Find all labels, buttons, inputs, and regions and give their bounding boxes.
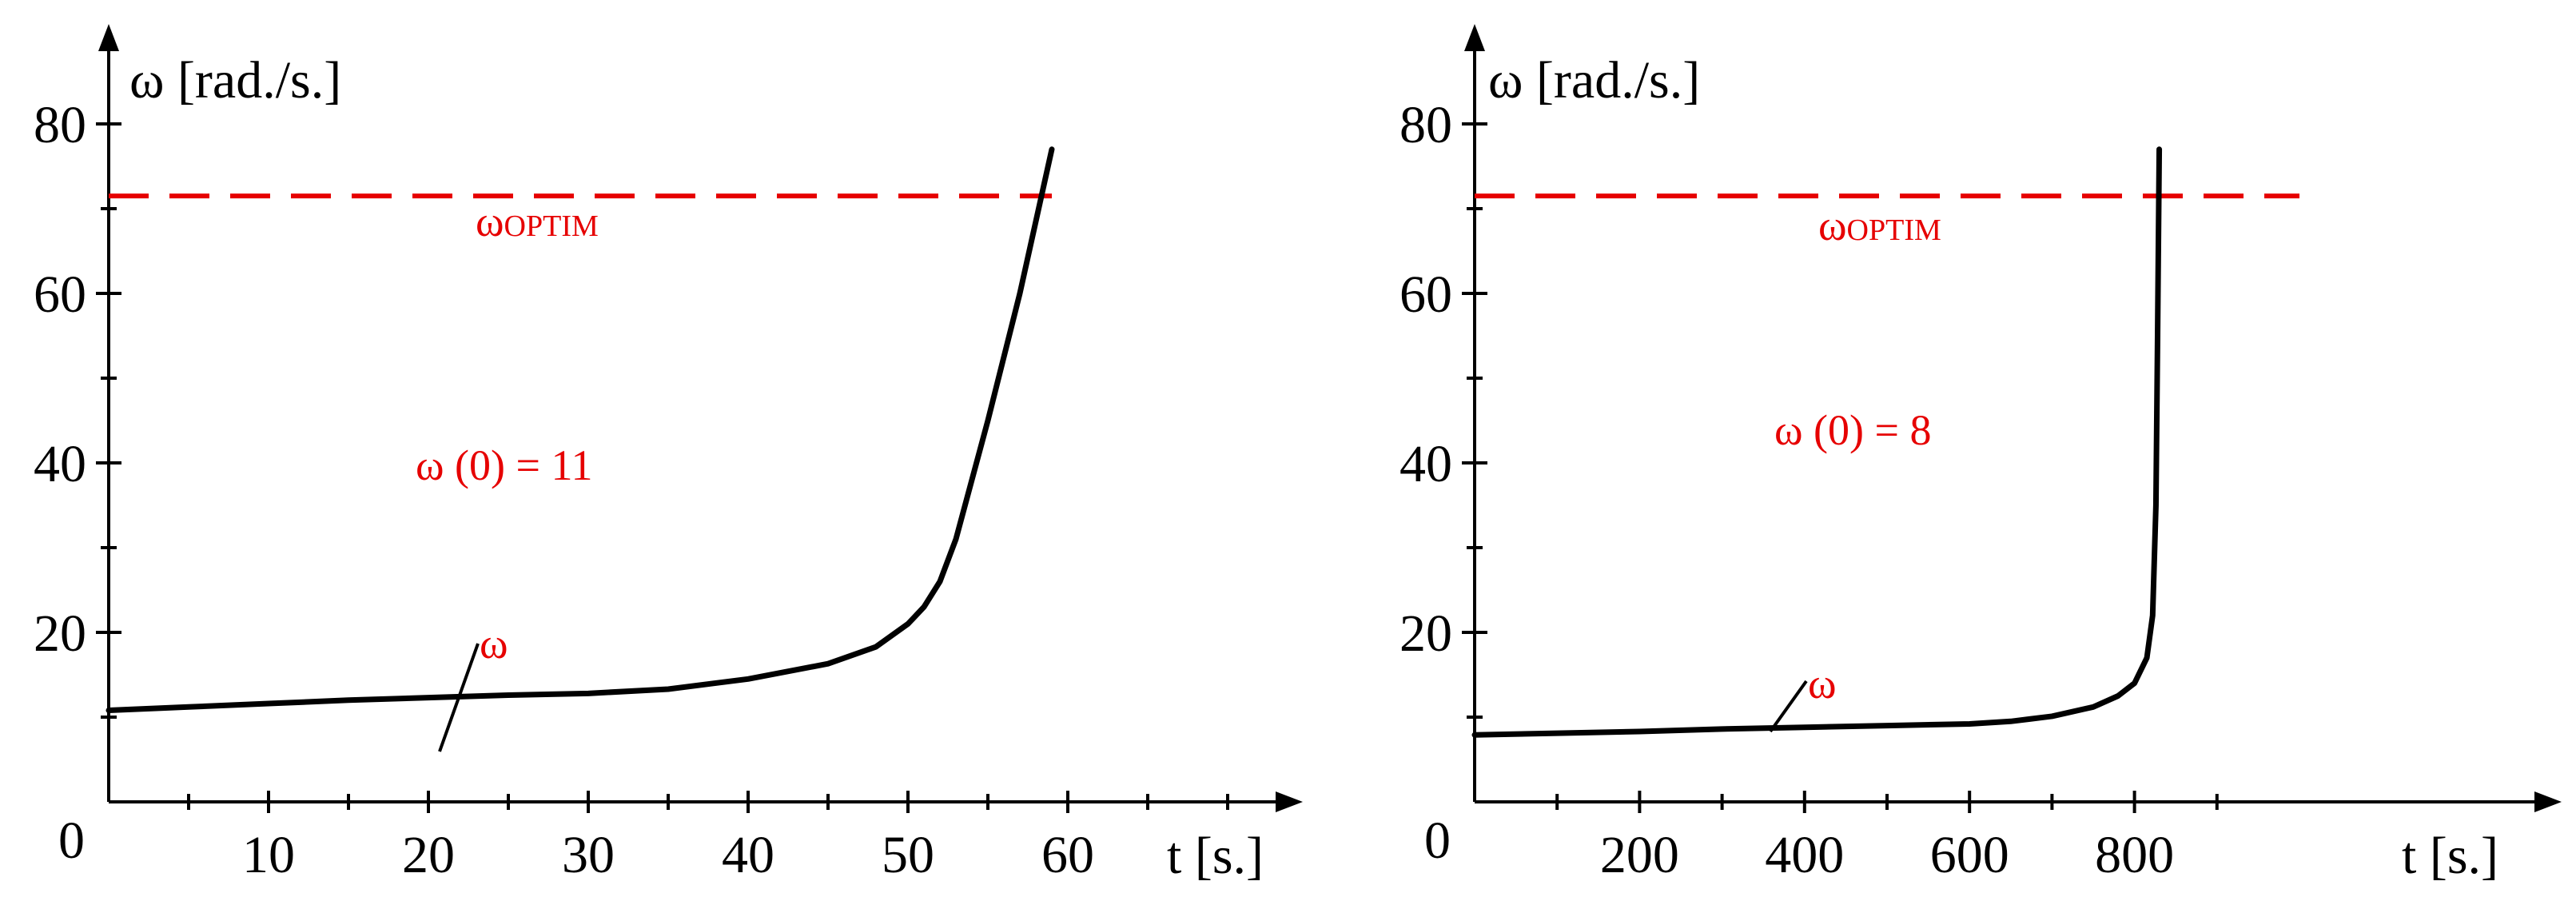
x-tick-label: 40 <box>722 826 774 884</box>
series-label: ω <box>1808 660 1837 708</box>
x-axis-label: t [s.] <box>2402 827 2498 885</box>
optimum-label-symbol: ω <box>476 197 504 245</box>
x-axis-arrow <box>2534 791 2562 812</box>
x-axis-label: t [s.] <box>1167 827 1264 885</box>
initial-condition-label: ω (0) = 11 <box>416 441 592 489</box>
series-label: ω <box>480 620 508 668</box>
y-axis-label: ω [rad./s.] <box>129 51 341 110</box>
y-axis-arrow <box>1464 24 1485 51</box>
y-tick-label: 40 <box>34 435 86 493</box>
series-line-ω <box>106 146 1055 714</box>
optimum-label-subscript: OPTIM <box>1847 213 1941 247</box>
y-tick-label: 20 <box>34 604 86 663</box>
x-tick-label: 50 <box>882 826 934 884</box>
x-tick-label: 20 <box>402 826 455 884</box>
y-tick-label: 60 <box>1399 265 1452 324</box>
initial-condition-label: ω (0) = 8 <box>1774 406 1931 454</box>
y-tick-label: 80 <box>34 96 86 154</box>
x-tick-label: 800 <box>2095 826 2174 884</box>
x-tick-label: 60 <box>1041 826 1094 884</box>
y-tick-label: 60 <box>34 265 86 324</box>
series-line-ω <box>1471 146 2163 738</box>
series-label-leader <box>1769 680 1808 733</box>
origin-label: 0 <box>1424 811 1451 870</box>
y-tick-label: 40 <box>1399 435 1452 493</box>
x-axis-arrow <box>1276 791 1303 812</box>
y-axis-arrow <box>98 24 119 51</box>
y-axis-label: ω [rad./s.] <box>1488 51 1700 110</box>
x-tick-label: 10 <box>242 826 295 884</box>
x-tick-label: 600 <box>1930 826 2009 884</box>
y-tick-label: 80 <box>1399 96 1452 154</box>
x-tick-label: 200 <box>1600 826 1679 884</box>
y-tick-label: 20 <box>1399 604 1452 663</box>
optimum-label: ωOPTIM <box>1818 201 1941 249</box>
optimum-label-subscript: OPTIM <box>504 209 599 243</box>
x-tick-label: 30 <box>562 826 615 884</box>
origin-label: 0 <box>58 811 85 870</box>
optimum-label-symbol: ω <box>1818 201 1847 249</box>
x-tick-label: 400 <box>1765 826 1844 884</box>
series-label-leader <box>438 643 480 752</box>
optimum-label: ωOPTIM <box>476 197 599 245</box>
